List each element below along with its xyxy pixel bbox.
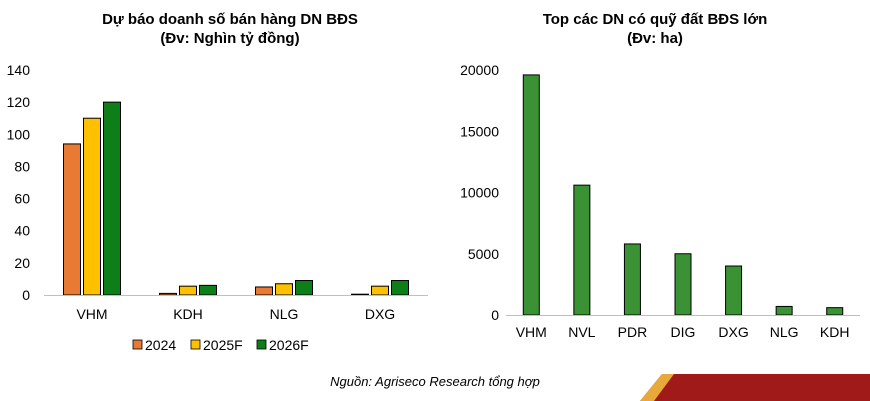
brand-corner-graphic <box>640 374 870 401</box>
c1-ytick-7: 140 <box>7 62 31 78</box>
c1-category-1: KDH <box>173 306 203 322</box>
c2-bar-s0-5 <box>775 305 793 316</box>
c2-category-3: DIG <box>671 324 696 340</box>
c2-ytick-0: 0 <box>491 307 499 323</box>
legend-label-2025F: 2025F <box>203 337 243 353</box>
c2-category-4: DXG <box>718 324 748 340</box>
c1-category-3: DXG <box>365 306 395 322</box>
c2-bar-s0-2 <box>623 243 641 316</box>
c1-ytick-6: 120 <box>7 94 31 110</box>
c2-ytick-1: 5000 <box>468 246 499 262</box>
chart1-title-block: Dự báo doanh số bán hàng DN BĐS (Đv: Ngh… <box>20 10 440 48</box>
source-note: Nguồn: Agriseco Research tổng hợp <box>330 374 540 389</box>
sales-forecast-chart: 0 20 40 60 80 100 120 140 VHM KDH NLG DXG 2024 2025F 2… <box>7 62 428 353</box>
c2-bar-s0-4 <box>725 265 743 316</box>
chart2-title: Top các DN có quỹ đất BĐS lớn <box>542 11 768 28</box>
c1-ytick-2: 40 <box>14 223 30 239</box>
c1-bar-s0-0 <box>63 143 81 296</box>
c2-category-2: PDR <box>618 324 648 340</box>
c2-ytick-2: 10000 <box>460 185 499 201</box>
c2-ytick-4: 20000 <box>460 62 499 78</box>
c1-bar-s1-3 <box>371 285 389 296</box>
c1-ytick-5: 100 <box>7 126 31 142</box>
c2-category-0: VHM <box>516 324 547 340</box>
c2-bar-s0-3 <box>674 253 692 316</box>
c1-bar-s2-2 <box>295 280 313 296</box>
c1-ytick-1: 20 <box>14 255 30 271</box>
c1-ytick-0: 0 <box>22 287 30 303</box>
c1-bar-s1-0 <box>83 117 101 296</box>
chart1-subtitle: (Đv: Nghìn tỷ đồng) <box>160 30 300 47</box>
c1-bar-s2-0 <box>103 101 121 296</box>
chart2-title-block: Top các DN có quỹ đất BĐS lớn (Đv: ha) <box>455 10 855 48</box>
c1-category-2: NLG <box>270 306 299 322</box>
c1-bar-s0-1 <box>159 292 177 296</box>
chart1-title: Dự báo doanh số bán hàng DN BĐS <box>102 11 358 28</box>
c1-bar-s0-2 <box>255 286 273 296</box>
c2-bar-s0-1 <box>573 184 591 316</box>
c2-bar-s0-0 <box>522 74 540 316</box>
c2-category-6: KDH <box>820 324 850 340</box>
legend-swatch-2025F <box>190 339 201 350</box>
c1-bar-s2-1 <box>199 284 217 296</box>
land-bank-chart: 0 5000 10000 15000 20000 VHM NVL PDR DIG DXG NLG KD… <box>460 62 860 340</box>
chart2-subtitle: (Đv: ha) <box>627 30 683 47</box>
c1-bar-s0-3 <box>351 293 369 296</box>
legend-swatch-2026F <box>256 339 267 350</box>
c1-ytick-4: 80 <box>14 158 30 174</box>
c1-bar-s2-3 <box>391 280 409 296</box>
legend-swatch-2024 <box>132 339 143 350</box>
c2-category-1: NVL <box>568 324 595 340</box>
c1-bar-s1-1 <box>179 285 197 296</box>
c2-ytick-3: 15000 <box>460 123 499 139</box>
c2-bar-s0-6 <box>826 307 844 316</box>
legend-label-2026F: 2026F <box>269 337 309 353</box>
c2-category-5: NLG <box>770 324 799 340</box>
c1-ytick-3: 60 <box>14 191 30 207</box>
legend-label-2024: 2024 <box>145 337 176 353</box>
c1-category-0: VHM <box>76 306 107 322</box>
c1-bar-s1-2 <box>275 283 293 296</box>
